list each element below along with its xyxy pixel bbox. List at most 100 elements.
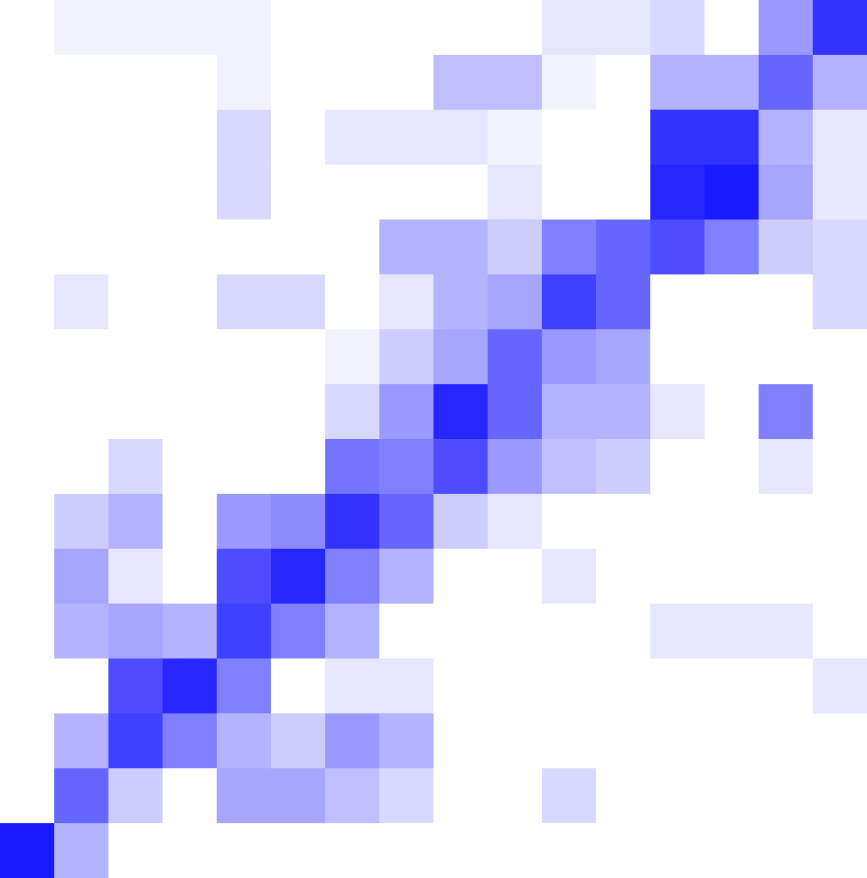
heatmap-cell	[541, 823, 597, 878]
heatmap-cell	[379, 54, 434, 111]
heatmap-cell	[704, 493, 760, 550]
heatmap-cell	[487, 493, 543, 550]
heatmap-cell	[433, 274, 489, 330]
heatmap-cell	[541, 768, 597, 824]
heatmap-cell	[758, 109, 814, 166]
heatmap-cell	[812, 548, 867, 605]
heatmap-cell	[270, 823, 326, 878]
heatmap-cell	[487, 823, 543, 878]
heatmap-cell	[325, 274, 380, 330]
heatmap-cell	[108, 823, 164, 878]
heatmap-cell	[433, 548, 489, 605]
heatmap-cell	[596, 439, 651, 495]
heatmap-cell	[216, 219, 272, 275]
heatmap-cell	[596, 713, 651, 769]
heatmap-cell	[541, 493, 597, 550]
heatmap-cell	[270, 603, 326, 659]
heatmap-cell	[541, 274, 597, 330]
heatmap-cell	[704, 329, 760, 385]
heatmap-cell	[812, 164, 867, 220]
heatmap-cell	[0, 219, 55, 275]
heatmap-cell	[108, 219, 164, 275]
heatmap-cell	[216, 0, 272, 56]
heatmap-cell	[162, 274, 218, 330]
heatmap-cell	[650, 493, 705, 550]
heatmap-cell	[541, 219, 597, 275]
heatmap-cell	[0, 329, 55, 385]
heatmap-cell	[812, 658, 867, 714]
heatmap-cell	[812, 439, 867, 495]
heatmap-cell	[379, 548, 434, 605]
heatmap-cell	[379, 493, 434, 550]
heatmap-cell	[650, 54, 705, 111]
heatmap-cell	[704, 658, 760, 714]
heatmap-cell	[433, 219, 489, 275]
heatmap-cell	[812, 109, 867, 166]
heatmap-cell	[596, 493, 651, 550]
heatmap-cell	[650, 274, 705, 330]
heatmap-cell	[325, 713, 380, 769]
heatmap-cell	[596, 658, 651, 714]
heatmap-cell	[379, 768, 434, 824]
heatmap-cell	[487, 329, 543, 385]
heatmap-cell	[812, 823, 867, 878]
heatmap-cell	[812, 0, 867, 56]
heatmap-cell	[162, 823, 218, 878]
heatmap-cell	[325, 329, 380, 385]
heatmap-cell	[812, 329, 867, 385]
heatmap-cell	[162, 0, 218, 56]
heatmap-cell	[487, 768, 543, 824]
heatmap-cell	[216, 109, 272, 166]
heatmap-cell	[216, 713, 272, 769]
heatmap-cell	[650, 439, 705, 495]
heatmap-cell	[108, 713, 164, 769]
heatmap-cell	[108, 493, 164, 550]
heatmap-cell	[270, 164, 326, 220]
heatmap-cell	[596, 823, 651, 878]
heatmap-cell	[54, 439, 109, 495]
heatmap-cell	[650, 768, 705, 824]
heatmap-cell	[650, 384, 705, 440]
heatmap-cell	[433, 439, 489, 495]
heatmap-cell	[433, 493, 489, 550]
heatmap-cell	[650, 603, 705, 659]
heatmap-cell	[54, 109, 109, 166]
heatmap-cell	[596, 768, 651, 824]
heatmap-cell	[325, 219, 380, 275]
heatmap-cell	[216, 164, 272, 220]
heatmap-cell	[270, 439, 326, 495]
heatmap-cell	[54, 548, 109, 605]
heatmap-cell	[541, 109, 597, 166]
heatmap-cell	[0, 603, 55, 659]
heatmap-cell	[758, 219, 814, 275]
heatmap-cell	[704, 439, 760, 495]
heatmap-cell	[0, 713, 55, 769]
heatmap-cell	[379, 219, 434, 275]
heatmap-cell	[541, 713, 597, 769]
heatmap-cell	[758, 658, 814, 714]
heatmap-cell	[270, 713, 326, 769]
heatmap-cell	[0, 439, 55, 495]
heatmap-cell	[325, 0, 380, 56]
heatmap-cell	[54, 164, 109, 220]
heatmap-cell	[704, 603, 760, 659]
heatmap-cell	[270, 329, 326, 385]
heatmap-cell	[433, 0, 489, 56]
heatmap-cell	[162, 439, 218, 495]
heatmap-cell	[0, 54, 55, 111]
heatmap-cell	[758, 548, 814, 605]
heatmap-cell	[0, 384, 55, 440]
heatmap-cell	[0, 658, 55, 714]
heatmap-cell	[325, 54, 380, 111]
heatmap-cell	[758, 603, 814, 659]
heatmap-cell	[704, 823, 760, 878]
heatmap-cell	[704, 164, 760, 220]
heatmap-cell	[325, 439, 380, 495]
heatmap-cell	[0, 548, 55, 605]
heatmap-cell	[108, 164, 164, 220]
heatmap-cell	[541, 54, 597, 111]
heatmap-cell	[216, 329, 272, 385]
heatmap-cell	[596, 54, 651, 111]
heatmap-cell	[379, 0, 434, 56]
